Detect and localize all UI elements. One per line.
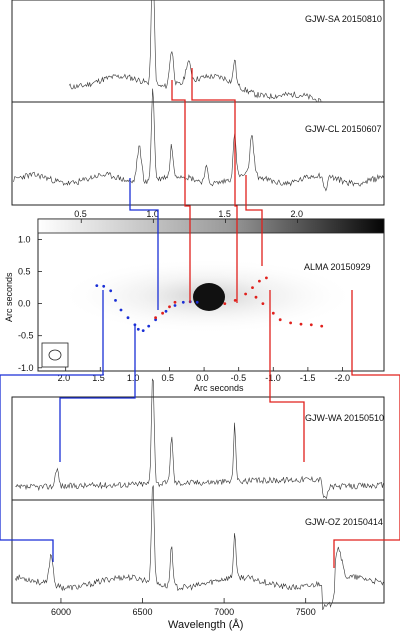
map-point	[154, 318, 158, 322]
panel-label-gjw-wa: GJW-WA 20150510	[305, 413, 384, 423]
map-point	[136, 327, 140, 331]
colorbar-tick-label: 1.0	[146, 209, 159, 219]
map-point	[126, 316, 130, 320]
wavelength-tick-label: 6500	[133, 607, 153, 617]
map-point	[254, 295, 258, 299]
panel-label-gjw-cl: GJW-CL 20150607	[305, 124, 382, 134]
map-point	[95, 284, 99, 287]
map-point	[289, 321, 292, 325]
map-x-tick-label: -0.5	[231, 373, 247, 383]
spectrum-panel-gjw-cl: GJW-CL 20150607	[11, 88, 385, 206]
map-point	[251, 286, 254, 289]
colorbar-tick-label: 1.5	[218, 209, 231, 219]
map-point	[154, 316, 158, 320]
map-point	[278, 318, 282, 322]
map-point	[244, 292, 248, 296]
map-point	[299, 322, 303, 326]
map-x-tick-label: 0.0	[196, 373, 209, 383]
map-point	[168, 305, 171, 309]
wavelength-axis: 6000 6500 7000 7500	[51, 598, 316, 617]
map-point	[102, 284, 106, 288]
connector-lines	[0, 68, 400, 568]
map-x-tick-label: 1.5	[92, 373, 105, 383]
map-point	[141, 329, 145, 332]
map-series	[95, 276, 324, 332]
map-y-tick-label: -1.0	[18, 363, 34, 373]
wavelength-tick-label: 7000	[214, 607, 234, 617]
connector-red-4	[269, 290, 305, 462]
beam-ellipse	[48, 349, 62, 361]
spectrum-panel-gjw-wa: GJW-WA 20150510	[11, 378, 385, 501]
spectrum-panel-gjw-oz: GJW-OZ 20150414 6000 6500 7000 7500 Wavelen…	[11, 485, 385, 631]
map-y-tick-label: 0.5	[18, 267, 31, 277]
map-point	[114, 299, 117, 302]
spectrum-panel-gjw-sa: GJW-SA 20150810	[11, 0, 385, 122]
map-point	[309, 323, 313, 327]
beam-inset	[41, 342, 69, 368]
map-point	[258, 279, 261, 283]
map-point	[271, 311, 275, 315]
spectrum-line-gjw-wa	[15, 378, 384, 500]
wavelength-tick-label: 6000	[51, 607, 71, 617]
connector-red-2	[191, 68, 238, 303]
connector-red-5	[333, 290, 400, 568]
panel-label-gjw-oz: GJW-OZ 20150414	[305, 517, 383, 527]
map-x-tick-label: 2.0	[58, 373, 71, 383]
spectrum-line-gjw-cl	[13, 88, 384, 192]
map-x-tick-label: 1.0	[127, 373, 140, 383]
map-point	[233, 299, 237, 302]
panel-label-alma: ALMA 20150929	[304, 262, 371, 272]
map-point	[161, 311, 165, 315]
map-point	[109, 289, 113, 293]
wavelength-axis-label: Wavelength (Å)	[168, 618, 243, 631]
map-y-tick-label: 1.0	[18, 234, 31, 244]
map-y-tick-label: 0.0	[18, 299, 31, 309]
connector-red-1	[171, 80, 191, 303]
map-point	[195, 300, 199, 304]
map-ylabel: Arc seconds	[4, 272, 14, 322]
map-point	[261, 302, 265, 305]
connector-blue-1	[129, 178, 159, 310]
colorbar-tick-label: 0.5	[74, 209, 87, 219]
connector-blue-3	[59, 325, 136, 462]
colorbar	[37, 218, 385, 234]
map-x-tick-label: -1.0	[265, 373, 281, 383]
map-x-tick-label: -2.0	[334, 373, 350, 383]
spectrum-line-gjw-oz	[15, 485, 384, 611]
map-point	[265, 276, 268, 280]
central-source	[193, 283, 225, 311]
alma-map-panel: 0.5 1.0 1.5 2.0 2.0 1.5 1.0 0.5 0.0 -0.5 -1.0 -1.5…	[4, 209, 385, 393]
colorbar-tick-label: 2.0	[291, 209, 304, 219]
colorbar-ticks: 0.5 1.0 1.5 2.0	[74, 209, 303, 223]
map-point	[164, 309, 168, 313]
map-point	[147, 324, 151, 328]
map-point	[181, 300, 185, 304]
panel-label-gjw-sa: GJW-SA 20150810	[305, 14, 382, 24]
map-point	[223, 302, 227, 305]
connector-blue-2	[0, 290, 104, 562]
connector-red-3	[245, 175, 263, 266]
map-xlabel: Arc seconds	[194, 383, 244, 393]
map-axes: 2.0 1.5 1.0 0.5 0.0 -0.5 -1.0 -1.5 -2.0 1.0 0.5 0.0…	[18, 234, 350, 383]
map-y-tick-label: -0.5	[18, 331, 34, 341]
map-point	[119, 308, 123, 312]
map-point	[173, 304, 177, 307]
map-point	[173, 300, 177, 304]
map-x-tick-label: -1.5	[300, 373, 316, 383]
map-point	[320, 324, 324, 328]
wavelength-tick-label: 7500	[296, 607, 316, 617]
map-x-tick-label: 0.5	[161, 373, 174, 383]
